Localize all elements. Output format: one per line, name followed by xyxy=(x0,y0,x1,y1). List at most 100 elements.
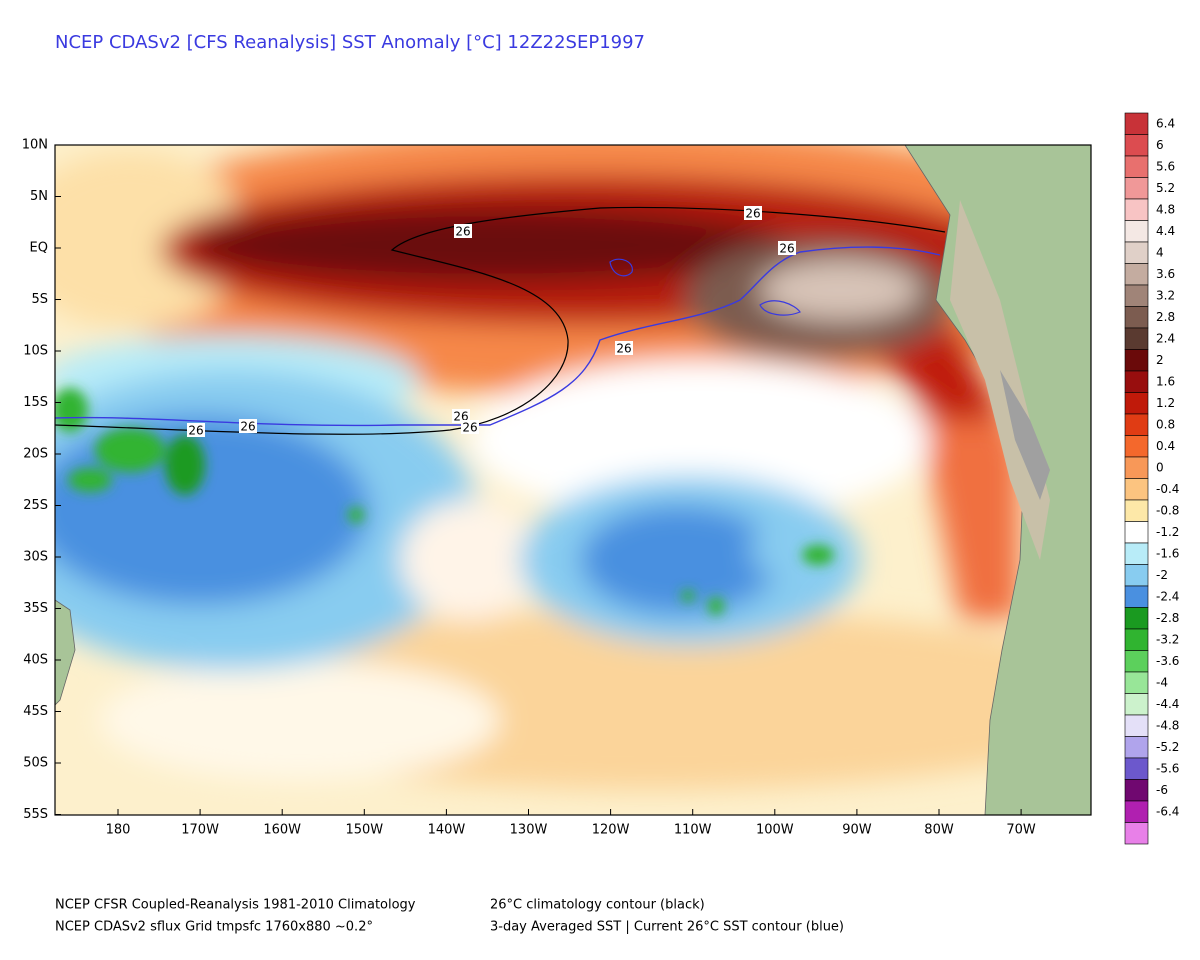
lat-label: 15S xyxy=(23,395,48,410)
colorbar-label: 3.2 xyxy=(1156,288,1175,302)
colorbar-box xyxy=(1124,112,1149,135)
colorbar-label: 1.6 xyxy=(1156,374,1175,388)
map-frame xyxy=(54,144,1092,816)
lat-label: 5S xyxy=(31,292,48,307)
anomaly-field xyxy=(55,145,1091,790)
lon-label: 80W xyxy=(924,823,954,838)
colorbar-box xyxy=(1124,650,1149,673)
colorbar-label: 4 xyxy=(1156,245,1164,259)
contour-label-bg xyxy=(187,423,205,437)
colorbar-box xyxy=(1124,822,1149,845)
colorbar-box xyxy=(1124,349,1149,372)
colorbar-box xyxy=(1124,478,1149,501)
colorbar-label: 5.6 xyxy=(1156,159,1175,173)
axes: 10N 5N EQ 5S 10S 15S 20S 25S 30S 35S 40S 45S 50S 55S 1… xyxy=(22,138,1036,838)
lon-label: 90W xyxy=(842,823,872,838)
lat-label: 10S xyxy=(23,344,48,359)
colorbar-label: -3.2 xyxy=(1156,632,1179,646)
footer-text: NCEP CDASv2 sflux Grid tmpsfc 1760x880 ~… xyxy=(55,920,373,935)
colorbar-box xyxy=(1124,542,1149,565)
colorbar-box xyxy=(1124,714,1149,737)
current-contour xyxy=(609,258,801,316)
colorbar-label: -6.4 xyxy=(1156,804,1179,818)
colorbar-label: 5.2 xyxy=(1156,181,1175,195)
colorbar-box xyxy=(1124,413,1149,436)
contour-label: 26 xyxy=(616,342,631,356)
colorbar-box xyxy=(1124,499,1149,522)
contour-label: 26 xyxy=(779,242,794,256)
colorbar-box xyxy=(1124,284,1149,307)
colorbar-label: -2.8 xyxy=(1156,611,1179,625)
lon-label: 110W xyxy=(674,823,712,838)
colorbar-label: 1.2 xyxy=(1156,396,1175,410)
contour-label-bg xyxy=(452,409,470,423)
contour-label-bg xyxy=(615,341,633,355)
colorbar-box xyxy=(1124,198,1149,221)
colorbar-label: 6.4 xyxy=(1156,116,1175,130)
colorbar-label: 0 xyxy=(1156,460,1164,474)
colorbar-box xyxy=(1124,607,1149,630)
colorbar-label: -5.6 xyxy=(1156,761,1179,775)
lon-label: 120W xyxy=(592,823,630,838)
lat-label: 40S xyxy=(23,653,48,668)
colorbar-box xyxy=(1124,370,1149,393)
lat-label: 50S xyxy=(23,756,48,771)
colorbar-label: -0.8 xyxy=(1156,503,1179,517)
footer-text: 26°C climatology contour (black) xyxy=(490,898,705,913)
colorbar-label: -6 xyxy=(1156,783,1168,797)
colorbar-box xyxy=(1124,800,1149,823)
lon-label: 70W xyxy=(1006,823,1036,838)
colorbar-label: -1.2 xyxy=(1156,525,1179,539)
colorbar-box xyxy=(1124,521,1149,544)
contour-label: 26 xyxy=(455,225,470,239)
colorbar-box xyxy=(1124,628,1149,651)
land xyxy=(55,145,1091,815)
colorbar-label: 4.4 xyxy=(1156,224,1175,238)
contour-label: 26 xyxy=(745,207,760,221)
colorbar-box xyxy=(1124,134,1149,157)
footer: NCEP CFSR Coupled-Reanalysis 1981-2010 C… xyxy=(55,898,844,935)
colorbar-box xyxy=(1124,263,1149,286)
colorbar-label: 4.8 xyxy=(1156,202,1175,216)
colorbar-box xyxy=(1124,220,1149,243)
contour-label: 26 xyxy=(462,421,477,435)
colorbar-label: -2 xyxy=(1156,568,1168,582)
lon-label: 130W xyxy=(510,823,548,838)
colorbar-label: -3.6 xyxy=(1156,654,1179,668)
colorbar-label: 0.4 xyxy=(1156,439,1175,453)
contour-label: 26 xyxy=(188,424,203,438)
lat-label: 5N xyxy=(30,189,48,204)
colorbar-label: -2.4 xyxy=(1156,589,1179,603)
lat-label: 20S xyxy=(23,447,48,462)
colorbar-box xyxy=(1124,456,1149,479)
lat-label: 25S xyxy=(23,498,48,513)
map xyxy=(55,145,1091,815)
lat-label: 45S xyxy=(23,704,48,719)
colorbar: 6.4 6 5.6 5.2 4.8 4.4 4 3.6 3.2 2.8 2.4 2 1.6 1.2 0.8 0… xyxy=(1124,112,1179,845)
lat-label: 10N xyxy=(22,138,48,153)
colorbar-box xyxy=(1124,671,1149,694)
colorbar-label: 3.6 xyxy=(1156,267,1175,281)
colorbar-label: 0.8 xyxy=(1156,417,1175,431)
contour-label-bg xyxy=(778,241,796,255)
colorbar-label: -4.4 xyxy=(1156,697,1179,711)
lon-label: 100W xyxy=(756,823,794,838)
colorbar-box xyxy=(1124,435,1149,458)
colorbar-label: 2 xyxy=(1156,353,1164,367)
lon-label: 150W xyxy=(345,823,383,838)
colorbar-box xyxy=(1124,564,1149,587)
contour-label: 26 xyxy=(240,420,255,434)
footer-text: NCEP CFSR Coupled-Reanalysis 1981-2010 C… xyxy=(55,898,416,913)
lon-label: 160W xyxy=(263,823,301,838)
contour-label-bg xyxy=(461,420,479,434)
colorbar-box xyxy=(1124,306,1149,329)
contour-label-bg xyxy=(454,224,472,238)
title: NCEP CDASv2 [CFS Reanalysis] SST Anomaly… xyxy=(55,32,645,53)
colorbar-box xyxy=(1124,177,1149,200)
colorbar-label: 2.8 xyxy=(1156,310,1175,324)
lat-label: 55S xyxy=(23,807,48,822)
footer-text: 3-day Averaged SST | Current 26°C SST co… xyxy=(490,920,844,935)
lat-label: 30S xyxy=(23,550,48,565)
